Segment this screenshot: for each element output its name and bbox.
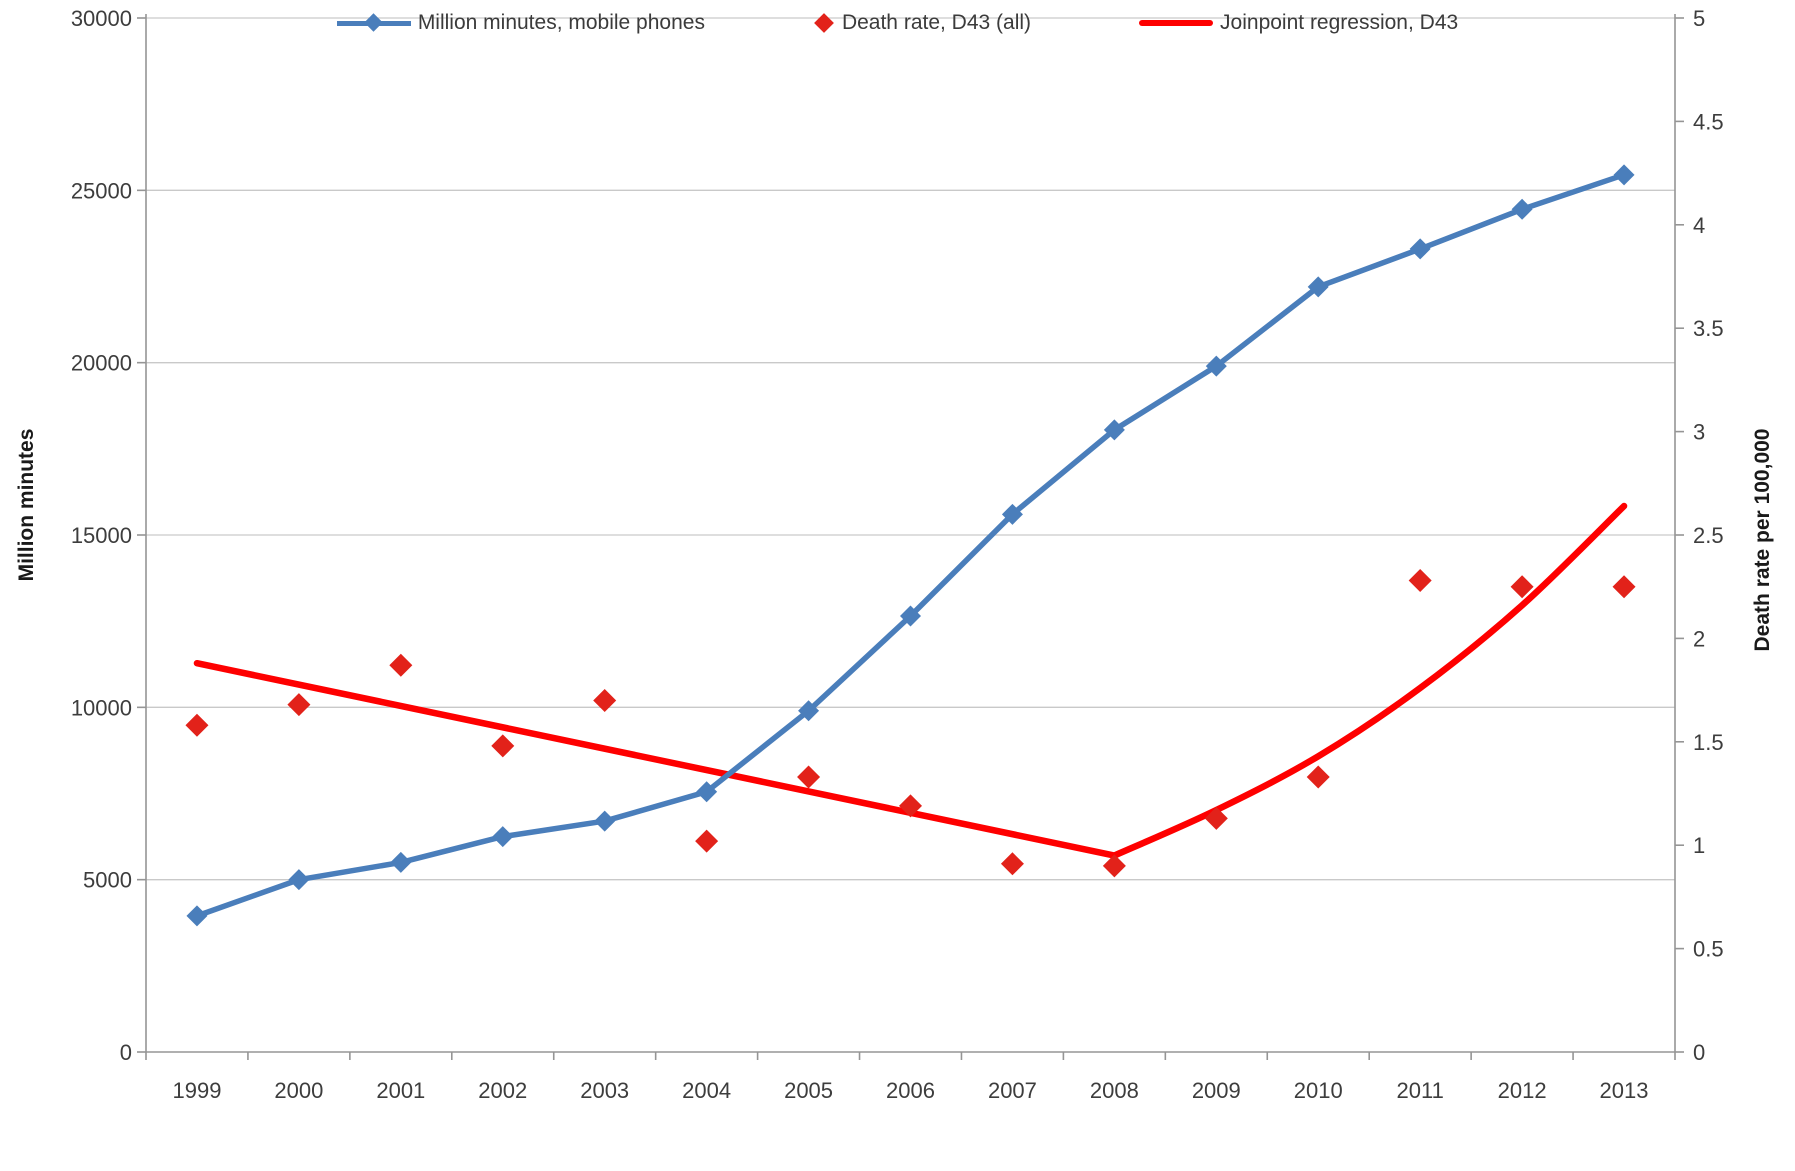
y-left-tick-label: 10000 xyxy=(71,695,132,720)
death-rate-point xyxy=(899,794,922,818)
joinpoint-regression-line xyxy=(193,502,1628,859)
x-tick-label: 1999 xyxy=(172,1078,221,1103)
legend-label-joinpoint: Joinpoint regression, D43 xyxy=(1220,11,1459,34)
mobile-minutes-marker xyxy=(594,810,616,832)
x-tick-label: 2010 xyxy=(1294,1078,1343,1103)
death-rate-point xyxy=(185,713,209,737)
x-tick-label: 2006 xyxy=(886,1078,935,1103)
death-rate-point xyxy=(695,829,719,853)
mobile-minutes-marker xyxy=(1613,164,1635,186)
mobile-minutes-marker xyxy=(900,605,921,627)
mobile-minutes-marker xyxy=(288,869,310,891)
mobile-minutes-marker xyxy=(696,781,718,803)
mobile-minutes-marker xyxy=(1001,503,1023,525)
x-tick-label: 2002 xyxy=(478,1078,527,1103)
y-right-tick-label: 3 xyxy=(1693,420,1705,445)
y-right-tick-label: 5 xyxy=(1693,6,1705,31)
y-axis-title-left: Million minutes xyxy=(15,428,38,582)
mobile-minutes-marker xyxy=(492,826,514,848)
death-rate-point xyxy=(1510,575,1534,599)
death-rate-point xyxy=(491,734,515,758)
death-rate-point xyxy=(1408,568,1432,592)
y-right-tick-label: 2 xyxy=(1693,626,1705,651)
mobile-minutes-marker xyxy=(1307,276,1329,298)
y-left-tick-label: 25000 xyxy=(71,178,132,203)
y-right-tick-label: 4.5 xyxy=(1693,109,1724,134)
y-left-tick-label: 20000 xyxy=(71,351,132,376)
y-right-tick-label: 1.5 xyxy=(1693,730,1724,755)
x-tick-label: 2013 xyxy=(1600,1078,1649,1103)
death-rate-point xyxy=(1102,854,1126,878)
x-tick-label: 2012 xyxy=(1498,1078,1547,1103)
x-tick-label: 2000 xyxy=(274,1078,323,1103)
red-diamond-icon xyxy=(814,13,834,33)
y-right-tick-label: 0 xyxy=(1693,1040,1705,1065)
mobile-minutes-marker xyxy=(1409,238,1431,260)
x-tick-label: 2001 xyxy=(376,1078,425,1103)
death-rate-point xyxy=(1204,806,1228,830)
mobile-minutes-marker xyxy=(186,905,208,927)
y-left-tick-label: 0 xyxy=(120,1040,132,1065)
y-right-tick-label: 2.5 xyxy=(1693,523,1724,548)
death-rate-point xyxy=(1612,575,1636,599)
death-rate-point xyxy=(1000,852,1024,876)
mobile-minutes-marker xyxy=(1205,355,1227,377)
mobile-minutes-marker xyxy=(1103,419,1125,441)
legend-label-mobile-minutes: Million minutes, mobile phones xyxy=(417,11,705,34)
mobile-minutes-marker xyxy=(390,851,412,873)
y-right-tick-label: 3.5 xyxy=(1693,316,1724,341)
mobile-minutes-marker xyxy=(798,700,820,722)
x-tick-label: 2005 xyxy=(784,1078,833,1103)
x-tick-label: 2009 xyxy=(1192,1078,1241,1103)
y-right-tick-label: 0.5 xyxy=(1693,937,1724,962)
red-line-icon xyxy=(1139,20,1214,26)
y-right-tick-label: 4 xyxy=(1693,213,1705,238)
death-rate-point xyxy=(1306,765,1330,789)
death-rate-point xyxy=(797,765,821,789)
x-tick-label: 2003 xyxy=(580,1078,629,1103)
blue-line-diamond-icon xyxy=(336,13,411,32)
death-rate-point xyxy=(287,693,311,717)
death-rate-point xyxy=(593,688,617,712)
x-tick-label: 2008 xyxy=(1090,1078,1139,1103)
x-tick-label: 2004 xyxy=(682,1078,731,1103)
legend-item-death-rate: Death rate, D43 (all) xyxy=(813,11,1031,35)
y-right-tick-label: 1 xyxy=(1693,833,1705,858)
mobile-minutes-marker xyxy=(1511,198,1533,220)
legend-label-death-rate: Death rate, D43 (all) xyxy=(841,11,1032,34)
legend-item-joinpoint: Joinpoint regression, D43 xyxy=(1139,11,1458,35)
y-left-tick-label: 15000 xyxy=(71,523,132,548)
x-tick-label: 2007 xyxy=(988,1078,1037,1103)
y-left-tick-label: 5000 xyxy=(83,868,132,893)
legend-item-mobile-minutes: Million minutes, mobile phones xyxy=(336,11,705,35)
y-axis-title-right: Death rate per 100,000 xyxy=(1751,428,1774,652)
legend: Million minutes, mobile phones Death rat… xyxy=(0,0,1795,46)
death-rate-point xyxy=(389,653,413,677)
y-left-tick-label: 30000 xyxy=(71,6,132,31)
x-tick-label: 2011 xyxy=(1397,1078,1444,1103)
